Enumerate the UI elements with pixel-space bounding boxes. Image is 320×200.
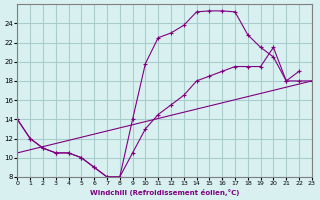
- X-axis label: Windchill (Refroidissement éolien,°C): Windchill (Refroidissement éolien,°C): [90, 189, 239, 196]
